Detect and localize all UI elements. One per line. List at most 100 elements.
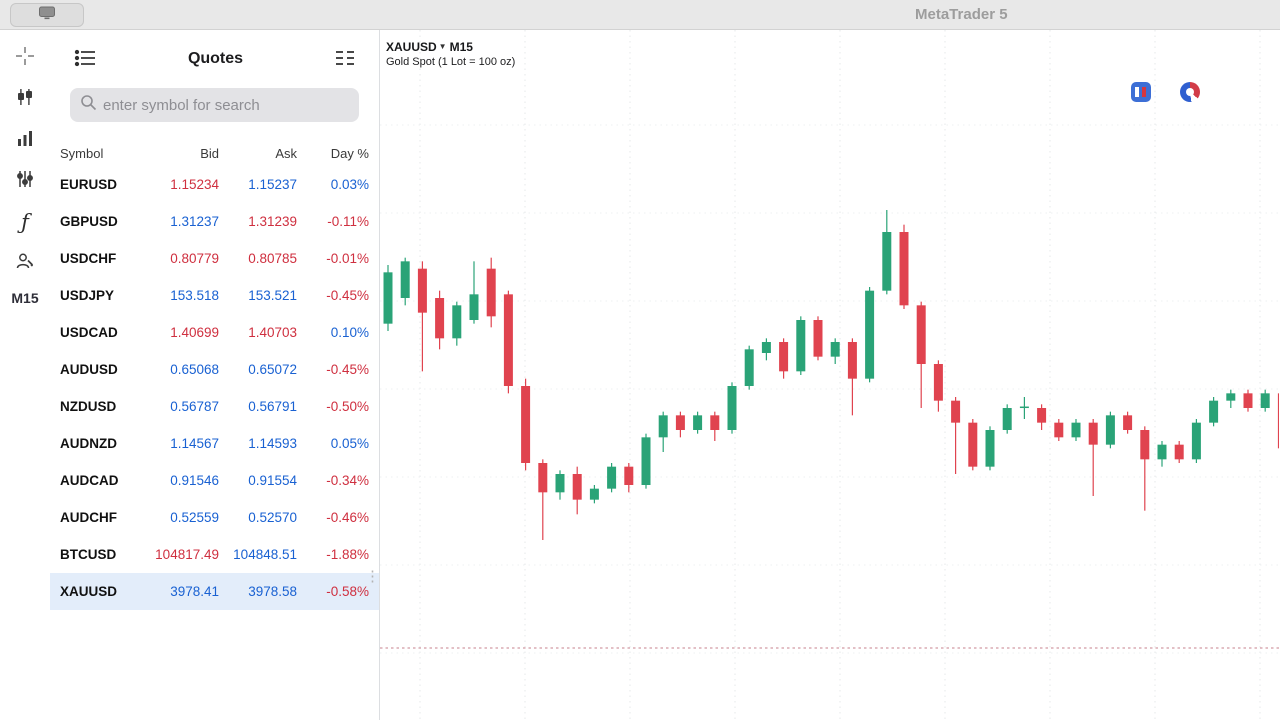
candle-body	[486, 268, 496, 317]
list-icon	[74, 49, 96, 70]
quotes-header: Quotes	[50, 34, 379, 84]
quote-symbol: USDCHF	[60, 251, 117, 266]
candle-body	[1054, 422, 1064, 438]
quote-ask: 1.40703	[248, 325, 297, 340]
quote-row[interactable]: AUDUSD 0.65068 0.65072 -0.45%	[50, 351, 379, 388]
quote-bid: 0.56787	[170, 399, 219, 414]
quote-row[interactable]: EURUSD 1.15234 1.15237 0.03%	[50, 166, 379, 203]
quote-row[interactable]: BTCUSD 104817.49 104848.51 -1.88%	[50, 536, 379, 573]
candle-body	[658, 415, 668, 438]
candle-body	[916, 305, 926, 364]
quote-symbol: AUDNZD	[60, 436, 117, 451]
quote-row[interactable]: USDCAD 1.40699 1.40703 0.10%	[50, 314, 379, 351]
quote-ask: 0.91554	[248, 473, 297, 488]
crosshair-icon	[15, 46, 35, 71]
screen-icon	[37, 4, 57, 27]
crosshair-tool[interactable]	[9, 42, 41, 74]
candle-body	[830, 342, 840, 357]
candle-body	[1037, 408, 1047, 423]
quote-row[interactable]: XAUUSD 3978.41 3978.58 -0.58%	[50, 573, 379, 610]
candle-body	[813, 320, 823, 357]
candle-body	[1123, 415, 1133, 430]
table-icon	[335, 49, 355, 70]
candle-body	[417, 268, 427, 313]
col-symbol: Symbol	[60, 145, 104, 161]
quote-symbol: AUDCAD	[60, 473, 119, 488]
quote-symbol: USDJPY	[60, 288, 115, 303]
candle-body	[538, 463, 548, 493]
chart-type-tool[interactable]	[9, 83, 41, 115]
candle-body	[572, 474, 582, 500]
quote-day: -0.45%	[326, 288, 369, 303]
trade-icon[interactable]	[1131, 82, 1151, 102]
search-box[interactable]	[70, 88, 359, 122]
quote-day: 0.03%	[330, 177, 369, 192]
quote-symbol: GBPUSD	[60, 214, 118, 229]
panel-resize-handle[interactable]: ⋮	[365, 568, 380, 585]
quotes-table-body: EURUSD 1.15234 1.15237 0.03% GBPUSD 1.31237 1.…	[50, 166, 379, 610]
window-tab[interactable]	[10, 3, 84, 27]
timeframe-button[interactable]: M15	[11, 290, 39, 306]
candle-body	[1071, 422, 1081, 438]
quote-day: -0.46%	[326, 510, 369, 525]
quote-row[interactable]: AUDCAD 0.91546 0.91554 -0.34%	[50, 462, 379, 499]
quote-day: -0.01%	[326, 251, 369, 266]
chart-symbol: XAUUSD	[386, 40, 437, 54]
candle-body	[951, 400, 961, 423]
chart-area[interactable]: XAUUSD ▼ M15 Gold Spot (1 Lot = 100 oz)	[380, 30, 1280, 720]
quote-symbol: USDCAD	[60, 325, 118, 340]
quote-ask: 1.31239	[248, 214, 297, 229]
quotes-layout-button[interactable]	[335, 49, 355, 70]
quote-bid: 153.518	[170, 288, 219, 303]
candle-body	[383, 272, 393, 324]
account-tool[interactable]	[9, 247, 41, 279]
chart-description: Gold Spot (1 Lot = 100 oz)	[386, 56, 516, 68]
candle-body	[400, 261, 410, 298]
quote-bid: 1.31237	[170, 214, 219, 229]
chart-timeframe: M15	[449, 40, 473, 54]
quote-bid: 0.91546	[170, 473, 219, 488]
quote-row[interactable]: NZDUSD 0.56787 0.56791 -0.50%	[50, 388, 379, 425]
quote-row[interactable]: AUDNZD 1.14567 1.14593 0.05%	[50, 425, 379, 462]
candle-body	[933, 364, 943, 401]
quotes-menu-button[interactable]	[74, 49, 96, 70]
quote-day: 0.10%	[330, 325, 369, 340]
quote-symbol: XAUUSD	[60, 584, 118, 599]
main-area: ƒ M15	[0, 30, 1280, 720]
functions-tool[interactable]: ƒ	[9, 206, 41, 238]
candle-body	[1209, 400, 1219, 423]
quote-bid: 0.80779	[170, 251, 219, 266]
quote-row[interactable]: GBPUSD 1.31237 1.31239 -0.11%	[50, 203, 379, 240]
quote-ask: 0.52570	[248, 510, 297, 525]
function-icon: ƒ	[21, 210, 29, 234]
quote-row[interactable]: AUDCHF 0.52559 0.52570 -0.46%	[50, 499, 379, 536]
candle-body	[796, 320, 806, 372]
quote-day: -0.50%	[326, 399, 369, 414]
col-bid: Bid	[200, 145, 219, 161]
quote-day: -0.58%	[326, 584, 369, 599]
account-edit-icon	[15, 251, 35, 276]
quotes-table-header: Symbol Bid Ask Day %	[50, 140, 379, 166]
app-title: MetaTrader 5	[915, 6, 1008, 23]
indicators-donut-icon[interactable]	[1180, 82, 1200, 102]
volumes-tool[interactable]	[9, 124, 41, 156]
candle-body	[1260, 393, 1270, 408]
candle-body	[1226, 393, 1236, 401]
candle-body	[968, 422, 978, 467]
candle-body	[1105, 415, 1115, 445]
quotes-panel: Quotes Symbol Bid Ask Day %	[50, 30, 380, 720]
indicators-tool[interactable]	[9, 165, 41, 197]
titlebar: MetaTrader 5	[0, 0, 1280, 30]
sliders-icon	[15, 169, 35, 194]
candle-body	[624, 466, 634, 485]
candle-body	[847, 342, 857, 379]
quote-bid: 1.15234	[170, 177, 219, 192]
quote-row[interactable]: USDCHF 0.80779 0.80785 -0.01%	[50, 240, 379, 277]
chart-label[interactable]: XAUUSD ▼ M15 Gold Spot (1 Lot = 100 oz)	[386, 40, 515, 68]
candle-body	[1277, 393, 1279, 449]
quotes-title: Quotes	[187, 50, 244, 67]
candle-body	[1140, 430, 1150, 460]
quote-day: -0.11%	[327, 214, 369, 229]
search-input[interactable]	[103, 96, 349, 114]
quote-row[interactable]: USDJPY 153.518 153.521 -0.45%	[50, 277, 379, 314]
